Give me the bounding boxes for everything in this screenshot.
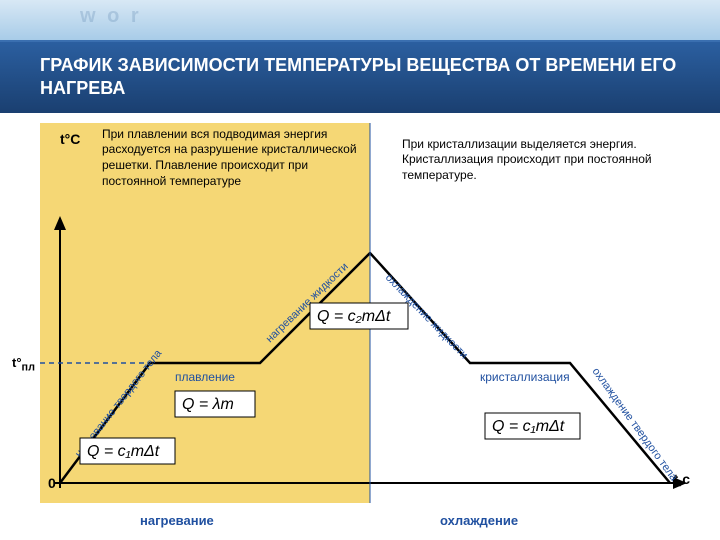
chart-container: При плавлении вся подводимая энергия рас… xyxy=(0,113,720,533)
formula-q2: Q = c₂mΔt xyxy=(317,308,391,325)
formula-q1: Q = c₁mΔt xyxy=(87,443,160,460)
slide-title: ГРАФИК ЗАВИСИМОСТИ ТЕМПЕРАТУРЫ ВЕЩЕСТВА … xyxy=(0,40,720,113)
phase-cool-solid: охлаждение твердого тела xyxy=(590,365,681,483)
formula-q1b: Q = c₁mΔt xyxy=(492,418,565,435)
phase-cryst: кристаллизация xyxy=(480,370,570,384)
watermark: w o r xyxy=(80,5,142,28)
formula-lambda: Q = λm xyxy=(182,396,234,413)
top-bar: w o r xyxy=(0,0,720,40)
graph-svg: нагревание твердого тела плавление нагре… xyxy=(0,113,720,533)
phase-melt: плавление xyxy=(175,370,235,384)
